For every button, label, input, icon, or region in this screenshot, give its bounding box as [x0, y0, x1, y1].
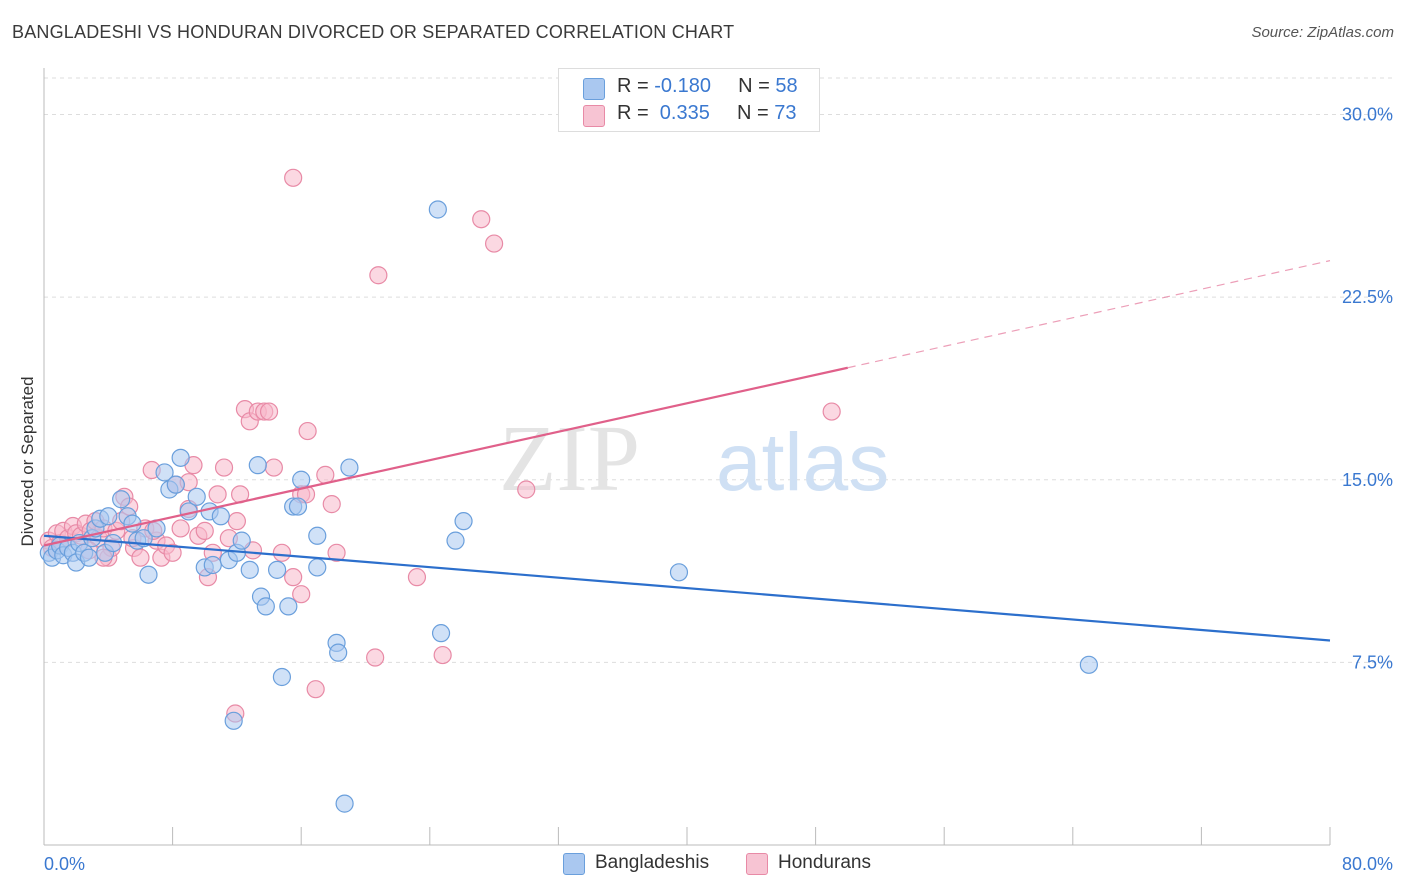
n-value: 73	[774, 102, 797, 124]
n-value: 58	[775, 75, 798, 97]
chart-title: BANGLADESHI VS HONDURAN DIVORCED OR SEPA…	[12, 22, 735, 42]
legend-label: Hondurans	[778, 852, 871, 873]
pink-swatch	[746, 853, 768, 875]
stats-legend: R = -0.180 N = 58 R = 0.335 N = 73	[558, 68, 820, 132]
point-honduran	[369, 266, 388, 285]
point-honduran	[472, 210, 491, 229]
point-honduran	[822, 402, 841, 421]
point-bangladeshi	[454, 512, 473, 531]
r-label: R =	[617, 102, 655, 124]
point-bangladeshi	[292, 470, 311, 489]
trendline-hondurans	[43, 366, 848, 547]
point-bangladeshi	[272, 667, 292, 687]
point-bangladeshi	[224, 711, 243, 730]
pink-swatch	[583, 105, 605, 127]
source-label: Source: ZipAtlas.com	[1251, 24, 1394, 41]
point-bangladeshi	[279, 597, 298, 616]
point-honduran	[163, 543, 182, 562]
n-label: N =	[736, 102, 775, 124]
point-honduran	[366, 648, 385, 667]
point-bangladeshi	[79, 548, 99, 567]
point-bangladeshi	[340, 458, 359, 477]
point-honduran	[259, 402, 279, 421]
r-value: -0.180	[654, 75, 711, 97]
point-bangladeshi	[308, 558, 327, 577]
point-bangladeshi	[187, 487, 206, 506]
point-honduran	[131, 548, 150, 567]
point-bangladeshi	[155, 463, 174, 482]
point-honduran	[292, 585, 311, 604]
point-honduran	[208, 485, 227, 504]
r-label: R =	[617, 75, 655, 97]
point-bangladeshi	[669, 563, 689, 582]
point-honduran	[306, 680, 325, 699]
point-bangladeshi	[1079, 655, 1098, 674]
point-bangladeshi	[232, 531, 251, 550]
point-bangladeshi	[329, 643, 348, 662]
blue-swatch	[563, 853, 585, 875]
point-honduran	[485, 234, 504, 253]
trendline-hondurans-extension	[847, 260, 1331, 369]
point-honduran	[298, 421, 317, 441]
point-honduran	[227, 512, 246, 531]
point-bangladeshi	[139, 565, 158, 584]
point-bangladeshi	[267, 560, 287, 579]
point-honduran	[433, 645, 452, 665]
point-honduran	[284, 568, 303, 587]
n-label: N =	[738, 75, 776, 97]
point-honduran	[327, 543, 346, 562]
point-honduran	[322, 495, 341, 514]
point-honduran	[171, 519, 190, 538]
x-tick-label: 0.0%	[44, 854, 85, 874]
point-bangladeshi	[335, 794, 354, 813]
blue-swatch	[583, 78, 605, 100]
point-bangladeshi	[308, 526, 327, 545]
y-axis-title: Divorced or Separated	[18, 376, 37, 546]
point-honduran	[264, 458, 283, 477]
point-bangladeshi	[428, 200, 447, 219]
point-bangladeshi	[240, 560, 259, 579]
point-bangladeshi	[203, 555, 222, 575]
point-honduran	[316, 465, 335, 484]
point-honduran	[214, 458, 234, 477]
point-honduran	[195, 521, 214, 540]
point-bangladeshi	[171, 448, 190, 467]
point-bangladeshi	[211, 507, 230, 526]
point-bangladeshi	[431, 624, 451, 643]
point-bangladeshi	[99, 507, 118, 526]
y-tick-label: 22.5%	[1342, 287, 1393, 307]
legend-label: Bangladeshis	[595, 852, 710, 873]
point-bangladeshi	[288, 497, 308, 516]
point-honduran	[284, 168, 303, 187]
y-tick-label: 30.0%	[1342, 105, 1393, 125]
point-bangladeshi	[248, 456, 267, 475]
point-bangladeshi	[446, 531, 465, 550]
point-bangladeshi	[104, 533, 123, 553]
y-tick-label: 15.0%	[1342, 470, 1393, 490]
point-bangladeshi	[112, 490, 131, 509]
r-value: 0.335	[654, 102, 710, 124]
watermark-atlas: atlas	[716, 417, 889, 508]
point-bangladeshi	[256, 597, 275, 616]
y-tick-label: 7.5%	[1352, 652, 1393, 672]
point-honduran	[517, 480, 536, 499]
x-tick-label: 80.0%	[1342, 854, 1393, 874]
point-honduran	[272, 543, 292, 562]
trendline-bangladeshis	[43, 534, 1331, 642]
point-bangladeshi	[166, 475, 185, 494]
point-honduran	[407, 568, 427, 587]
